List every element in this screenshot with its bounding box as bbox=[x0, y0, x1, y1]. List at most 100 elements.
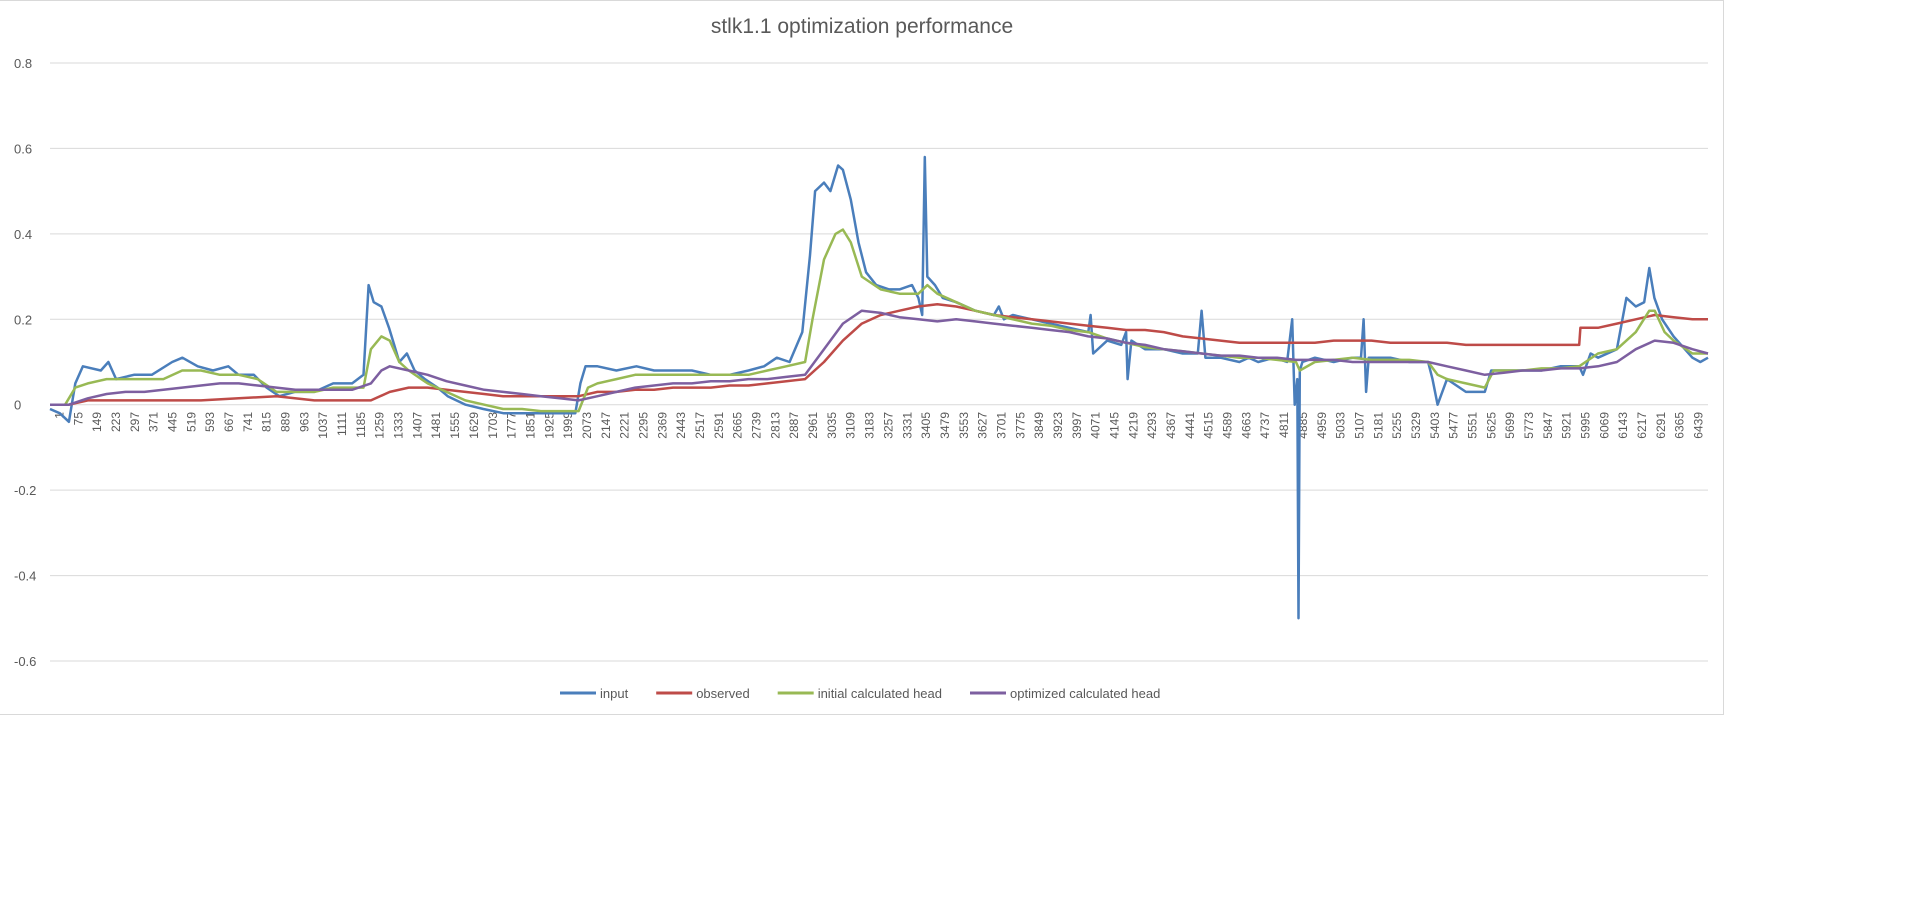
series-line-0 bbox=[49, 155, 1709, 620]
x-tick-label: 6143 bbox=[1616, 412, 1630, 439]
x-tick-label: 1407 bbox=[410, 412, 424, 439]
x-tick-label: 3405 bbox=[919, 412, 933, 439]
x-tick-label: 6217 bbox=[1635, 412, 1649, 439]
x-tick-label: 3257 bbox=[881, 412, 895, 439]
x-tick-label: 445 bbox=[165, 412, 179, 432]
x-tick-label: 2517 bbox=[693, 412, 707, 439]
y-tick-label: 0.8 bbox=[14, 56, 32, 71]
series-line-2 bbox=[50, 228, 1708, 413]
x-tick-label: 1851 bbox=[523, 412, 537, 439]
x-tick-label: 5847 bbox=[1541, 412, 1555, 439]
x-tick-label: 5551 bbox=[1465, 412, 1479, 439]
x-tick-label: 4293 bbox=[1145, 412, 1159, 439]
x-tick-label: 5699 bbox=[1503, 412, 1517, 439]
legend-label: observed bbox=[696, 686, 749, 701]
line-chart: stlk1.1 optimization performance -0.6 -0.… bbox=[14, 15, 1709, 701]
x-tick-label: 4737 bbox=[1258, 412, 1272, 439]
x-tick-label: 2221 bbox=[618, 412, 632, 439]
legend: input observed initial calculated head opti… bbox=[560, 686, 1160, 701]
x-tick-label: 4367 bbox=[1164, 412, 1178, 439]
x-tick-label: 5329 bbox=[1409, 412, 1423, 439]
x-tick-label: 593 bbox=[203, 412, 217, 432]
series-line-3 bbox=[50, 309, 1709, 406]
x-tick-label: 5625 bbox=[1484, 412, 1498, 439]
x-tick-label: 3849 bbox=[1032, 412, 1046, 439]
x-tick-label: 4663 bbox=[1239, 412, 1253, 439]
x-tick-label: 2443 bbox=[674, 412, 688, 439]
x-tick-label: 5181 bbox=[1371, 412, 1385, 439]
legend-label: input bbox=[600, 686, 629, 701]
x-tick-label: 4589 bbox=[1221, 412, 1235, 439]
x-tick-label: 1555 bbox=[448, 412, 462, 439]
x-tick-label: 4811 bbox=[1277, 412, 1291, 438]
x-tick-label: 4441 bbox=[1183, 412, 1197, 439]
x-tick-label: 815 bbox=[260, 412, 274, 432]
x-tick-label: 741 bbox=[241, 412, 255, 432]
x-tick-label: 6365 bbox=[1673, 412, 1687, 439]
y-axis-ticks: -0.6 -0.4 -0.2 0 0.2 0.4 0.6 0.8 bbox=[14, 56, 36, 669]
y-tick-label: -0.6 bbox=[14, 654, 36, 669]
x-tick-label: 3553 bbox=[957, 412, 971, 439]
y-tick-label: 0.2 bbox=[14, 312, 32, 327]
x-tick-label: 5995 bbox=[1579, 412, 1593, 439]
x-tick-label: 1777 bbox=[505, 412, 519, 439]
x-tick-label: 4515 bbox=[1202, 412, 1216, 439]
x-tick-label: 1925 bbox=[542, 412, 556, 439]
y-tick-label: -0.2 bbox=[14, 483, 36, 498]
x-tick-label: 4219 bbox=[1126, 412, 1140, 439]
x-tick-label: 3701 bbox=[994, 412, 1008, 439]
x-tick-label: 2665 bbox=[731, 412, 745, 439]
x-tick-label: 3775 bbox=[1013, 412, 1027, 439]
x-tick-label: 5921 bbox=[1560, 412, 1574, 439]
x-tick-label: 1333 bbox=[392, 412, 406, 439]
x-tick-label: 1259 bbox=[373, 412, 387, 439]
x-tick-label: 5403 bbox=[1428, 412, 1442, 439]
x-tick-label: 75 bbox=[71, 412, 85, 426]
legend-label: initial calculated head bbox=[818, 686, 942, 701]
x-tick-label: 6069 bbox=[1597, 412, 1611, 439]
x-tick-label: 6439 bbox=[1692, 412, 1706, 439]
x-tick-label: 3627 bbox=[976, 412, 990, 439]
x-tick-label: 4145 bbox=[1108, 412, 1122, 439]
y-tick-label: -0.4 bbox=[14, 569, 36, 584]
x-tick-label: 2739 bbox=[750, 412, 764, 439]
x-tick-label: 223 bbox=[109, 412, 123, 432]
x-tick-label: 6291 bbox=[1654, 412, 1668, 439]
x-tick-label: 5773 bbox=[1522, 412, 1536, 439]
x-tick-label: 3997 bbox=[1070, 412, 1084, 439]
x-tick-label: 2295 bbox=[636, 412, 650, 439]
x-tick-label: 1999 bbox=[561, 412, 575, 439]
x-tick-label: 2961 bbox=[806, 412, 820, 439]
x-tick-label: 5107 bbox=[1352, 412, 1366, 439]
x-tick-label: 3035 bbox=[825, 412, 839, 439]
x-tick-label: 4959 bbox=[1315, 412, 1329, 439]
x-tick-label: 5477 bbox=[1447, 412, 1461, 439]
x-tick-label: 1111 bbox=[335, 412, 349, 436]
x-tick-label: 3923 bbox=[1051, 412, 1065, 439]
y-tick-label: 0.4 bbox=[14, 227, 32, 242]
x-tick-label: 5033 bbox=[1334, 412, 1348, 439]
x-tick-label: 1481 bbox=[429, 412, 443, 439]
x-tick-label: 2887 bbox=[787, 412, 801, 439]
chart-title: stlk1.1 optimization performance bbox=[711, 15, 1013, 38]
x-tick-label: 3479 bbox=[938, 412, 952, 439]
x-tick-label: 963 bbox=[297, 412, 311, 432]
x-tick-label: 2813 bbox=[768, 412, 782, 439]
x-tick-label: 667 bbox=[222, 412, 236, 432]
x-tick-label: 5255 bbox=[1390, 412, 1404, 439]
x-tick-label: 519 bbox=[184, 412, 198, 432]
x-tick-label: 1629 bbox=[467, 412, 481, 439]
x-tick-label: 3183 bbox=[863, 412, 877, 439]
x-tick-label: 1185 bbox=[354, 412, 368, 438]
x-tick-label: 2073 bbox=[580, 412, 594, 439]
x-tick-label: 2591 bbox=[712, 412, 726, 439]
x-tick-label: 1703 bbox=[486, 412, 500, 439]
x-tick-label: 149 bbox=[90, 412, 104, 432]
x-tick-label: 3331 bbox=[900, 412, 914, 439]
x-tick-label: 889 bbox=[279, 412, 293, 432]
x-tick-label: 371 bbox=[147, 412, 161, 432]
y-tick-label: 0 bbox=[14, 398, 21, 413]
x-tick-label: 4071 bbox=[1089, 412, 1103, 439]
x-axis-ticks: 1 75 149 223 297 371 445 519 593 667 741 815 889 963 1… bbox=[52, 412, 1705, 439]
chart-area: stlk1.1 optimization performance -0.6 -0.… bbox=[0, 0, 1724, 715]
